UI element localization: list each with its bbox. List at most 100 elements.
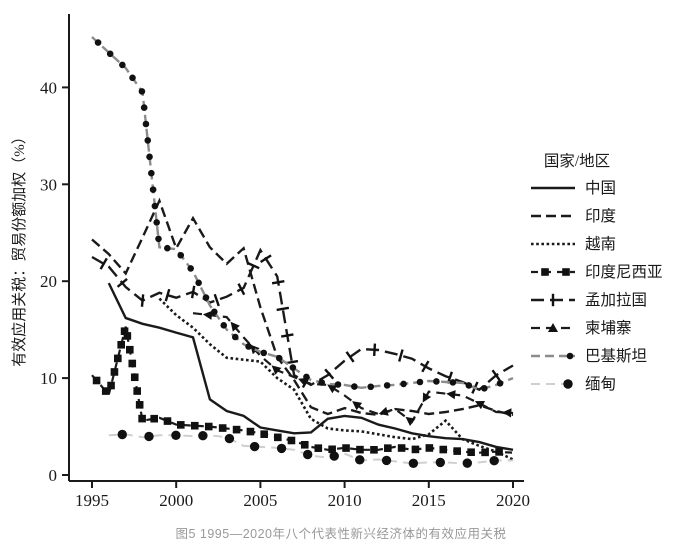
marker-big-dot: [224, 433, 235, 444]
marker-big-dot: [171, 430, 181, 440]
y-tick-label-30: 30: [40, 175, 57, 194]
marker-triangle: [422, 392, 432, 403]
marker-big-dot: [198, 430, 208, 441]
y-tick-label-10: 10: [40, 369, 57, 388]
y-tick-label-0: 0: [49, 466, 58, 485]
marker-big-dot: [408, 458, 419, 469]
marker-square: [107, 381, 115, 390]
marker-dot: [481, 384, 488, 392]
marker-dot: [496, 380, 504, 387]
marker-square: [190, 421, 199, 430]
marker-square: [384, 444, 392, 452]
marker-pipe: [421, 360, 430, 373]
marker-square: [370, 446, 378, 454]
marker-triangle: [378, 406, 389, 416]
marker-dot: [164, 244, 171, 252]
marker-square: [120, 327, 129, 335]
marker-dot: [245, 343, 252, 350]
marker-triangle: [446, 390, 456, 400]
x-tick-label-2020: 2020: [496, 491, 530, 510]
marker-triangle: [352, 401, 363, 411]
series-line-2: [158, 297, 514, 461]
marker-square: [126, 345, 134, 354]
marker-square: [397, 444, 406, 452]
marker-square: [232, 425, 241, 434]
marker-square: [439, 445, 448, 454]
marker-square: [328, 445, 336, 454]
marker-pipe: [345, 351, 355, 363]
marker-pipe: [491, 369, 501, 382]
marker-big-dot: [144, 431, 154, 442]
legend-label-5: 柬埔寨: [585, 319, 632, 337]
marker-square: [495, 448, 503, 456]
marker-dot: [260, 349, 268, 357]
marker-dot: [566, 352, 574, 360]
marker-square: [92, 376, 101, 385]
marker-dot: [220, 322, 228, 329]
marker-dot: [140, 104, 148, 111]
marker-square: [287, 436, 296, 445]
marker-dot: [275, 354, 283, 362]
marker-pipe: [324, 368, 335, 380]
x-tick-label-1995: 1995: [75, 491, 109, 510]
marker-square: [218, 424, 227, 432]
marker-square: [481, 448, 489, 457]
marker-pipe: [280, 333, 294, 338]
marker-dot: [351, 383, 358, 390]
marker-dot: [149, 186, 157, 193]
marker-square: [300, 440, 309, 449]
marker-square: [150, 414, 159, 423]
marker-dot: [138, 88, 146, 95]
marker-big-dot: [381, 455, 392, 466]
marker-square: [138, 414, 146, 423]
marker-square: [246, 427, 255, 436]
marker-square: [453, 447, 461, 455]
marker-dot: [94, 39, 102, 46]
x-tick-label-2010: 2010: [328, 491, 362, 510]
marker-triangle: [405, 416, 416, 426]
marker-pipe: [237, 283, 246, 296]
marker-square: [176, 421, 185, 429]
marker-big-dot: [276, 443, 287, 454]
marker-pipe: [164, 288, 171, 302]
marker-pipe: [276, 306, 290, 312]
y-tick-label-20: 20: [40, 272, 57, 291]
marker-dot: [142, 120, 150, 128]
legend-title: 国家/地区: [544, 152, 610, 170]
marker-triangle: [474, 400, 486, 410]
legend-label-1: 印度: [585, 207, 616, 225]
marker-big-dot: [563, 379, 573, 389]
x-tick-label-2005: 2005: [243, 491, 277, 510]
marker-pipe: [271, 280, 285, 285]
marker-dot: [148, 169, 155, 177]
legend-label-6: 巴基斯坦: [585, 347, 647, 365]
marker-square: [110, 368, 119, 376]
marker-dot: [367, 383, 375, 391]
marker-big-dot: [355, 455, 365, 465]
marker-square: [411, 445, 420, 454]
series-line-6: [91, 36, 514, 391]
marker-pipe: [259, 254, 272, 264]
marker-pipe: [247, 262, 260, 270]
marker-dot: [153, 219, 160, 226]
marker-dot: [433, 378, 440, 385]
marker-pipe: [190, 285, 196, 299]
marker-square: [114, 354, 122, 363]
marker-dot: [416, 378, 424, 386]
marker-dot: [187, 265, 194, 272]
figure-caption: 图5 1995—2020年八个代表性新兴经济体的有效应用关税: [175, 527, 507, 541]
marker-big-dot: [249, 441, 260, 452]
marker-triangle: [202, 310, 213, 320]
x-tick-label-2015: 2015: [412, 491, 446, 510]
marker-dot: [155, 235, 162, 243]
marker-pipe: [116, 278, 128, 288]
marker-square: [133, 387, 142, 395]
marker-dot: [231, 333, 239, 341]
series-line-1: [91, 197, 514, 417]
marker-square: [123, 332, 132, 340]
legend-label-4: 孟加拉国: [585, 291, 647, 309]
marker-square: [274, 433, 282, 442]
marker-dot: [144, 137, 152, 144]
marker-square: [425, 444, 434, 452]
